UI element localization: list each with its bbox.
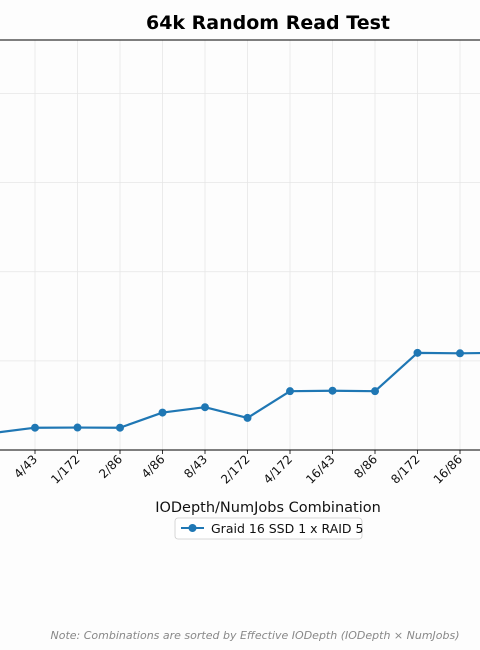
data-point-0-7 <box>286 387 294 396</box>
x-axis-label: IODepth/NumJobs Combination <box>155 500 381 516</box>
x-tick-label-5: 8/43 <box>181 452 210 481</box>
x-tick-label-6: 2/172 <box>218 452 252 486</box>
data-point-0-3 <box>116 423 124 432</box>
chart-title: 64k Random Read Test <box>146 12 390 34</box>
x-axis-ticks: 4/43 1/172 2/86 4/86 8/43 2/172 4/172 16/43 8/86… <box>11 450 465 487</box>
x-tick-label-9: 8/86 <box>351 452 380 481</box>
x-tick-label-4: 4/86 <box>139 452 168 481</box>
x-tick-label-3: 2/86 <box>96 452 125 481</box>
series-line-0 <box>0 351 480 434</box>
x-tick-label-1: 4/43 <box>11 452 40 481</box>
x-tick-label-7: 4/172 <box>261 452 295 486</box>
data-point-0-9 <box>371 387 379 396</box>
legend-marker-swatch <box>188 524 197 532</box>
legend: Graid 16 SSD 1 x RAID 5 <box>174 517 363 540</box>
data-point-0-8 <box>328 386 337 395</box>
x-tick-label-11: 16/86 <box>431 452 465 486</box>
data-point-0-4 <box>158 408 167 417</box>
data-point-0-1 <box>31 423 39 432</box>
data-point-0-10 <box>413 348 422 357</box>
data-point-0-2 <box>73 423 82 432</box>
footnote: Note: Combinations are sorted by Effecti… <box>50 629 459 642</box>
x-tick-label-2: 1/172 <box>48 452 82 486</box>
legend-box <box>174 517 363 540</box>
legend-label: Graid 16 SSD 1 x RAID 5 <box>211 521 363 536</box>
data-point-0-5 <box>201 403 209 412</box>
data-point-0-6 <box>243 413 252 422</box>
data-point-0-11 <box>456 349 464 358</box>
x-tick-label-8: 16/43 <box>303 452 337 486</box>
x-tick-label-10: 8/172 <box>388 452 422 486</box>
series-group <box>0 348 480 434</box>
grid <box>0 40 480 450</box>
